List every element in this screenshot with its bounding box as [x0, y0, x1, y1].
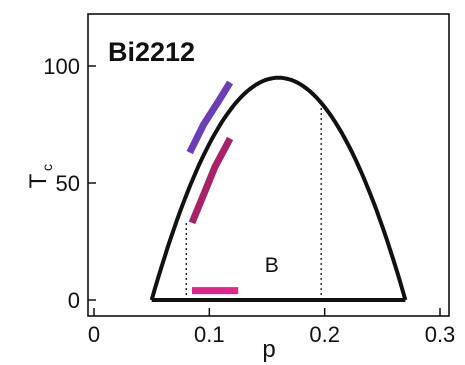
- y-axis-label: T c: [25, 164, 55, 188]
- x-tick-label: 0.3: [425, 322, 456, 347]
- x-axis-ticks: 0 0.1 0.2 0.3: [88, 308, 455, 347]
- x-axis-label: p: [262, 336, 275, 363]
- x-tick-label: 0.2: [309, 322, 340, 347]
- plot-frame: [87, 13, 450, 317]
- chart-title: Bi2212: [108, 37, 195, 67]
- y-axis-ticks: 0 50 100: [43, 54, 96, 313]
- y-tick-label: 50: [56, 171, 80, 196]
- y-axis-label-sub: c: [39, 164, 55, 171]
- x-tick-label: 0: [88, 322, 100, 347]
- tc-dome-curve: [149, 75, 408, 301]
- dotted-guides: [185, 103, 322, 300]
- annotation-b: B: [265, 254, 279, 277]
- series-line-1: [186, 80, 234, 155]
- y-axis-label-main: T: [25, 173, 52, 188]
- series-line-2: [188, 136, 234, 225]
- series-group: [149, 75, 408, 302]
- y-tick-label: 100: [43, 54, 80, 79]
- x-tick-label: 0.1: [194, 322, 225, 347]
- y-tick-label: 0: [68, 288, 80, 313]
